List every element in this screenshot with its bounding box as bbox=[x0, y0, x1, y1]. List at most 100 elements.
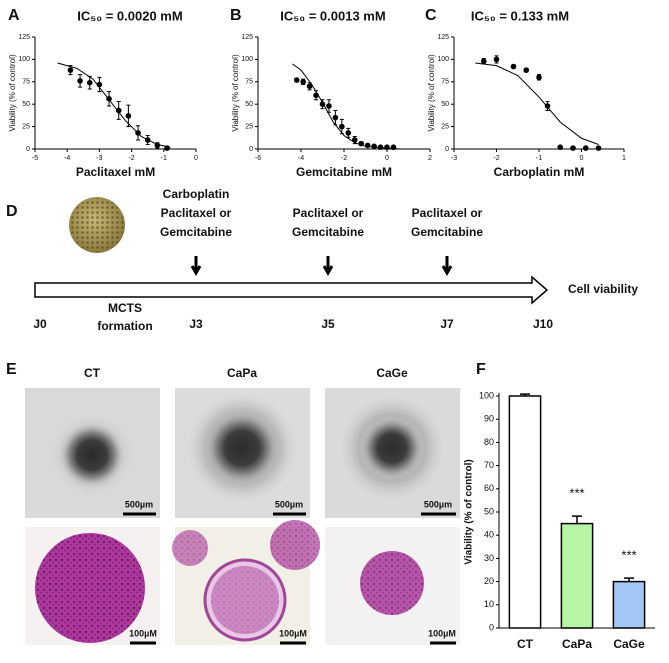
y-tick-label: 10 bbox=[484, 599, 494, 609]
y-tick-label: 50 bbox=[245, 101, 253, 108]
data-point bbox=[570, 145, 576, 151]
x-axis-label: Gemcitabine mM bbox=[296, 165, 392, 179]
x-tick-label: -4 bbox=[64, 155, 70, 162]
scale-label: 100µM bbox=[279, 628, 307, 638]
error-bar bbox=[572, 515, 582, 524]
panel-letter: E bbox=[6, 361, 17, 378]
chart-title: IC₅₀ = 0.0013 mM bbox=[280, 8, 385, 23]
data-point bbox=[319, 101, 326, 107]
x-tick-label: -5 bbox=[32, 155, 38, 162]
x-tick-label: -2 bbox=[493, 155, 499, 162]
chart-title: IC₅₀ = 0.133 mM bbox=[471, 8, 569, 23]
treatment-label: Gemcitabine bbox=[160, 225, 232, 239]
scale-label: 500µm bbox=[275, 499, 303, 509]
time-point: J10 bbox=[533, 317, 553, 331]
data-point bbox=[154, 142, 161, 149]
bar bbox=[612, 580, 646, 629]
data-point bbox=[313, 92, 319, 99]
x-tick-label: 0 bbox=[580, 155, 584, 162]
x-tick-label: 1 bbox=[622, 155, 626, 162]
data-point bbox=[595, 145, 602, 151]
data-point bbox=[306, 83, 313, 90]
y-axis-label: Viability (% of control) bbox=[231, 54, 240, 132]
treatment-label: Gemcitabine bbox=[292, 225, 364, 239]
y-tick-label: 0 bbox=[249, 146, 253, 153]
y-tick-label: 0 bbox=[445, 146, 449, 153]
y-tick-label: 90 bbox=[484, 414, 494, 424]
data-point bbox=[135, 130, 141, 136]
x-tick-label: 2 bbox=[428, 155, 432, 162]
data-point bbox=[300, 79, 306, 85]
y-tick-label: 0 bbox=[26, 146, 30, 153]
column-label: CT bbox=[84, 366, 101, 380]
data-point bbox=[384, 144, 390, 151]
treatment-label: Paclitaxel or bbox=[161, 206, 232, 220]
y-tick-label: 100 bbox=[18, 56, 30, 63]
down-arrow bbox=[441, 256, 453, 277]
panel-letter: B bbox=[230, 7, 242, 24]
data-point bbox=[144, 137, 151, 143]
scale-label: 100µM bbox=[428, 628, 456, 638]
y-tick-label: 125 bbox=[241, 34, 253, 41]
treatment-label: Paclitaxel or bbox=[412, 206, 483, 220]
data-point bbox=[293, 77, 300, 83]
y-tick-label: 25 bbox=[22, 123, 30, 130]
y-tick-label: 80 bbox=[484, 437, 494, 447]
panel-letter: D bbox=[6, 203, 18, 220]
y-tick-label: 100 bbox=[437, 56, 449, 63]
panel-letter: C bbox=[425, 7, 437, 24]
y-axis-label: Viability (% of control) bbox=[464, 459, 475, 564]
endpoint-label: Cell viability bbox=[568, 282, 638, 296]
scale-label: 500µm bbox=[125, 499, 153, 509]
y-tick-label: 50 bbox=[484, 506, 494, 516]
formation-label: MCTS bbox=[108, 301, 142, 315]
y-tick-label: 20 bbox=[484, 576, 494, 586]
data-point bbox=[390, 144, 397, 151]
fit-curve bbox=[292, 63, 400, 150]
formation-label: formation bbox=[97, 319, 152, 333]
fit-curve bbox=[57, 62, 171, 148]
significance: *** bbox=[569, 486, 584, 501]
y-tick-label: 125 bbox=[18, 34, 30, 41]
time-point: J0 bbox=[33, 317, 47, 331]
x-tick-label: -1 bbox=[161, 155, 167, 162]
x-tick-label: -6 bbox=[255, 155, 261, 162]
data-point bbox=[332, 114, 339, 121]
panel-e-art bbox=[25, 388, 460, 645]
y-tick-label: 100 bbox=[479, 390, 494, 400]
panel-letter: A bbox=[8, 7, 20, 24]
x-tick-label: CT bbox=[517, 637, 534, 651]
x-tick-label: -2 bbox=[128, 155, 134, 162]
fit-curve bbox=[475, 62, 599, 145]
panel-letter: F bbox=[476, 361, 486, 378]
chart-title: IC₅₀ = 0.0020 mM bbox=[77, 8, 182, 23]
time-point: J7 bbox=[440, 317, 454, 331]
y-tick-label: 30 bbox=[484, 553, 494, 563]
y-axis-label: Viability (% of control) bbox=[8, 54, 17, 132]
data-point bbox=[358, 140, 365, 147]
down-arrow bbox=[190, 256, 202, 277]
data-point bbox=[523, 67, 530, 73]
data-point bbox=[77, 78, 83, 84]
data-point bbox=[339, 123, 345, 130]
x-tick-label: -2 bbox=[341, 155, 347, 162]
y-tick-label: 75 bbox=[245, 79, 253, 86]
y-tick-label: 25 bbox=[245, 123, 253, 130]
data-point bbox=[377, 144, 384, 151]
data-point bbox=[557, 144, 564, 151]
scale-label: 500µm bbox=[424, 499, 452, 509]
data-point bbox=[96, 81, 103, 88]
data-point bbox=[480, 58, 487, 64]
x-tick-label: -1 bbox=[536, 155, 542, 162]
data-point bbox=[326, 103, 332, 109]
data-point bbox=[67, 67, 74, 73]
data-point bbox=[125, 113, 132, 119]
y-tick-label: 0 bbox=[489, 622, 494, 632]
data-point bbox=[510, 63, 517, 70]
x-tick-label: 0 bbox=[385, 155, 389, 162]
y-axis-label: Viability (% of control) bbox=[427, 54, 436, 132]
data-point bbox=[106, 96, 112, 102]
data-point bbox=[86, 79, 93, 86]
y-tick-label: 75 bbox=[441, 79, 449, 86]
